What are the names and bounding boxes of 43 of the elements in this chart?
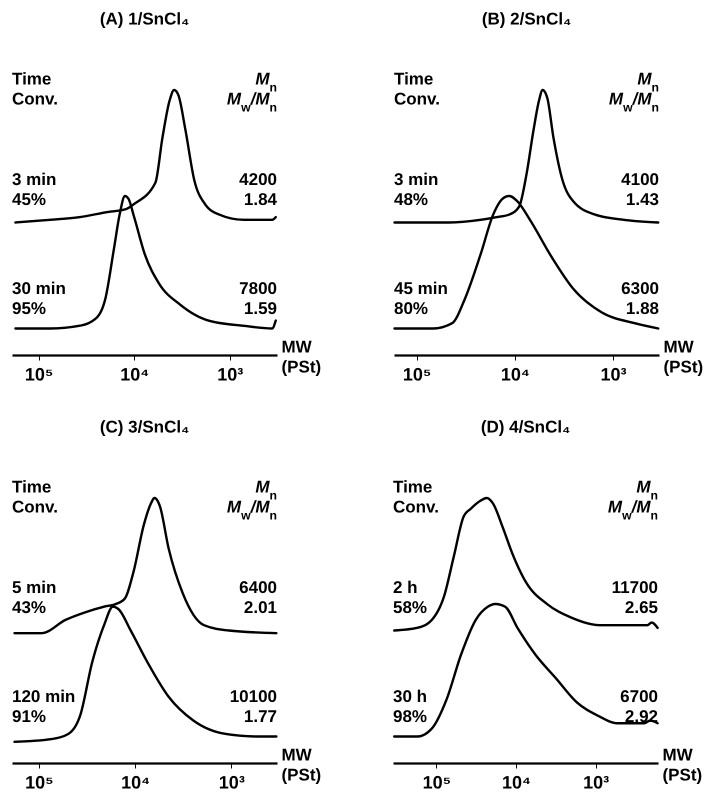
- x-axis-title: MW (PSt): [282, 746, 322, 784]
- annotation: 45 min 80%: [394, 278, 448, 318]
- annotation: 4100 1.43: [621, 170, 659, 210]
- chart-title: (D) 4/SnCl₄: [480, 417, 570, 436]
- x-tick-label: 10⁴: [120, 364, 150, 384]
- x-tick-label: 10⁴: [500, 364, 530, 384]
- x-axis-title: MW (PSt): [662, 746, 702, 784]
- text: M$_{n}$ M$_{w}$/M$_{n}$: [226, 477, 277, 522]
- text: M$_{n}$ M$_{w}$/M$_{n}$: [608, 69, 659, 114]
- x-axis-title: MW (PSt): [282, 338, 322, 376]
- x-tick-label: 10⁴: [502, 772, 531, 792]
- annotation: 6400 2.01: [239, 578, 277, 618]
- x-tick-label: 10³: [217, 364, 244, 384]
- annotation: 3 min 48%: [394, 170, 438, 210]
- annotation: 120 min 91%: [12, 686, 76, 726]
- x-axis-title: MW (PSt): [664, 338, 704, 376]
- annotation: Time Conv.: [12, 69, 58, 108]
- x-tick-label: 10³: [583, 772, 610, 792]
- text: M$_{n}$ M$_{w}$/M$_{n}$: [608, 477, 658, 522]
- annotation: 6300 1.88: [621, 278, 659, 318]
- x-tick-label: 10⁵: [402, 364, 432, 384]
- x-tick-label: 10³: [218, 772, 245, 792]
- chart-title: (C) 3/SnCl₄: [100, 417, 190, 436]
- annotation: 3 min 45%: [12, 170, 56, 210]
- chart-title: (B) 2/SnCl₄: [482, 9, 572, 28]
- text: M$_{n}$ M$_{w}$/M$_{n}$: [226, 69, 277, 114]
- x-tick-label: 10³: [600, 364, 627, 384]
- x-tick-label: 10⁴: [121, 772, 150, 792]
- x-tick-label: 10⁵: [24, 364, 54, 384]
- x-tick-label: 10⁵: [25, 772, 54, 792]
- annotation: 30 min 95%: [12, 278, 66, 318]
- annotation: Time Conv.: [394, 69, 440, 108]
- annotation: Time Conv.: [12, 477, 58, 516]
- annotation: 2 h 58%: [393, 578, 428, 618]
- annotation: 11700 2.65: [612, 578, 658, 618]
- annotation: 7800 1.59: [239, 278, 277, 318]
- chart-title: (A) 1/SnCl₄: [100, 9, 190, 28]
- annotation: 10100 1.77: [230, 686, 277, 726]
- annotation: Time Conv.: [393, 477, 439, 516]
- annotation: 30 h 98%: [393, 686, 428, 726]
- annotation: 5 min 43%: [12, 578, 56, 618]
- annotation: 4200 1.84: [239, 170, 278, 210]
- x-tick-label: 10⁵: [422, 772, 452, 792]
